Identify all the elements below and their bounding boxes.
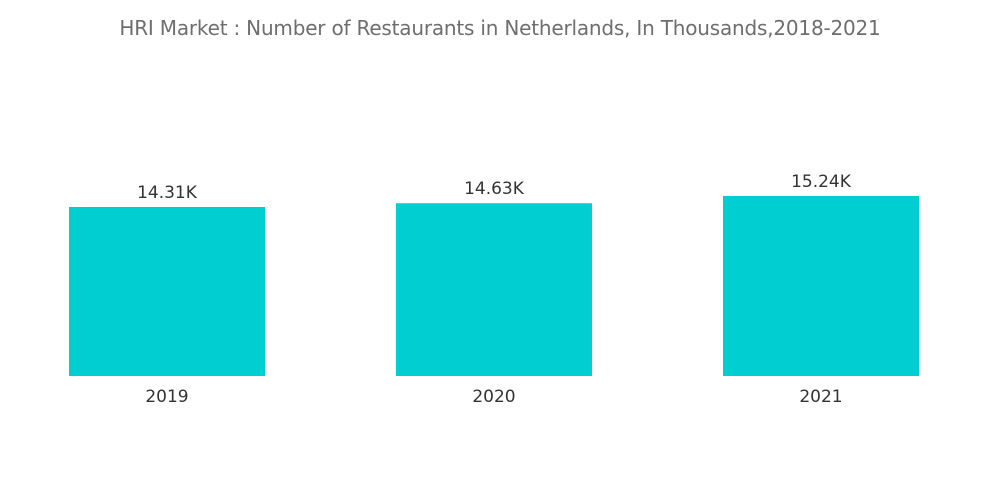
category-labels-group: 2019 2020 2021 [145,387,842,407]
value-label-2019: 14.31K [137,183,198,203]
bars-group [69,196,919,376]
bar-2020 [396,203,592,376]
value-labels-group: 14.31K 14.63K 15.24K [137,172,852,203]
category-label-2020: 2020 [472,387,515,407]
bar-2019 [69,207,265,376]
chart-title: HRI Market : Number of Restaurants in Ne… [119,16,881,40]
category-label-2019: 2019 [145,387,188,407]
category-label-2021: 2021 [799,387,842,407]
bar-2021 [723,196,919,376]
value-label-2020: 14.63K [464,179,525,199]
value-label-2021: 15.24K [791,172,852,192]
